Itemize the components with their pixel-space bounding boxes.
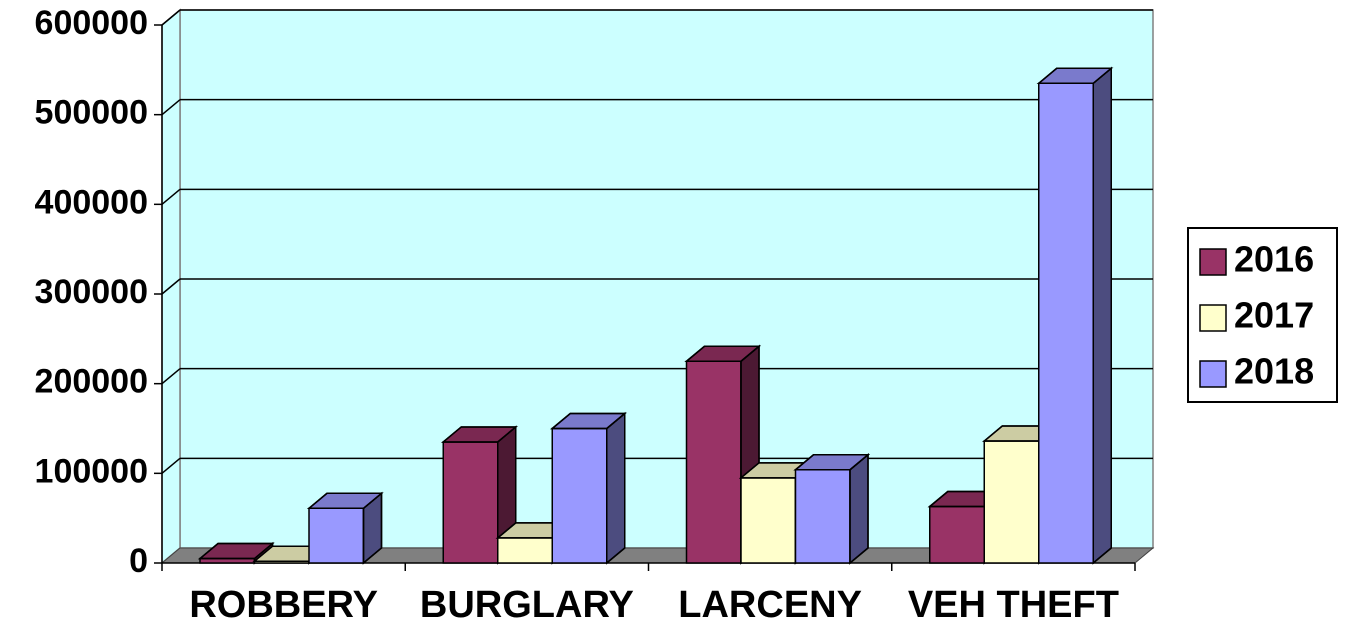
y-tick-label: 200000 [35,363,148,401]
grid-line [161,278,181,295]
bar [550,411,627,565]
y-tick-label: 400000 [35,183,148,221]
bar-top-shade [550,412,627,430]
bar-front [551,427,608,564]
bar-front [1038,82,1094,564]
bar [1036,66,1114,565]
legend-label: 2018 [1234,351,1314,392]
bar-front [442,441,499,564]
legend-swatch [1199,248,1227,276]
bar [306,491,384,565]
bar-side-shade [1092,66,1112,565]
x-tick-label: VEH THEFT [908,584,1119,626]
bar-front [794,468,851,564]
legend-label: 2016 [1234,239,1314,280]
bar-front [497,537,553,564]
x-tick-label: ROBBERY [189,584,378,626]
y-tick-label: 300000 [35,273,148,311]
bar [441,425,518,565]
bar-front [740,477,797,564]
bar-top-shade [306,492,384,510]
bar-front [929,505,985,564]
legend-label: 2017 [1234,295,1314,336]
bar-side-shade [849,453,869,565]
grid-line [161,9,181,26]
legend-swatch [1199,360,1227,388]
bar-front [685,360,742,564]
bar-top-shade [197,542,275,560]
grid-line [161,457,181,474]
y-tick-label: 0 [129,542,148,580]
y-tick-label: 500000 [35,94,148,132]
legend-swatch [1199,304,1227,332]
grid-line [161,99,181,116]
bar-front [308,507,365,564]
grid-line [161,368,181,385]
x-tick-label: BURGLARY [420,584,634,626]
bar-front [983,440,1040,564]
y-tick-label: 100000 [35,452,148,490]
bar-side-shade [606,411,626,565]
y-tick-label: 600000 [35,4,148,42]
x-tick-label: LARCENY [678,584,862,626]
grid-line [161,188,181,205]
bar-top-shade [441,426,518,443]
bar [793,453,871,565]
bar-top-shade [684,345,762,362]
bar-top-shade [793,453,871,471]
bar-top-shade [1036,67,1114,85]
